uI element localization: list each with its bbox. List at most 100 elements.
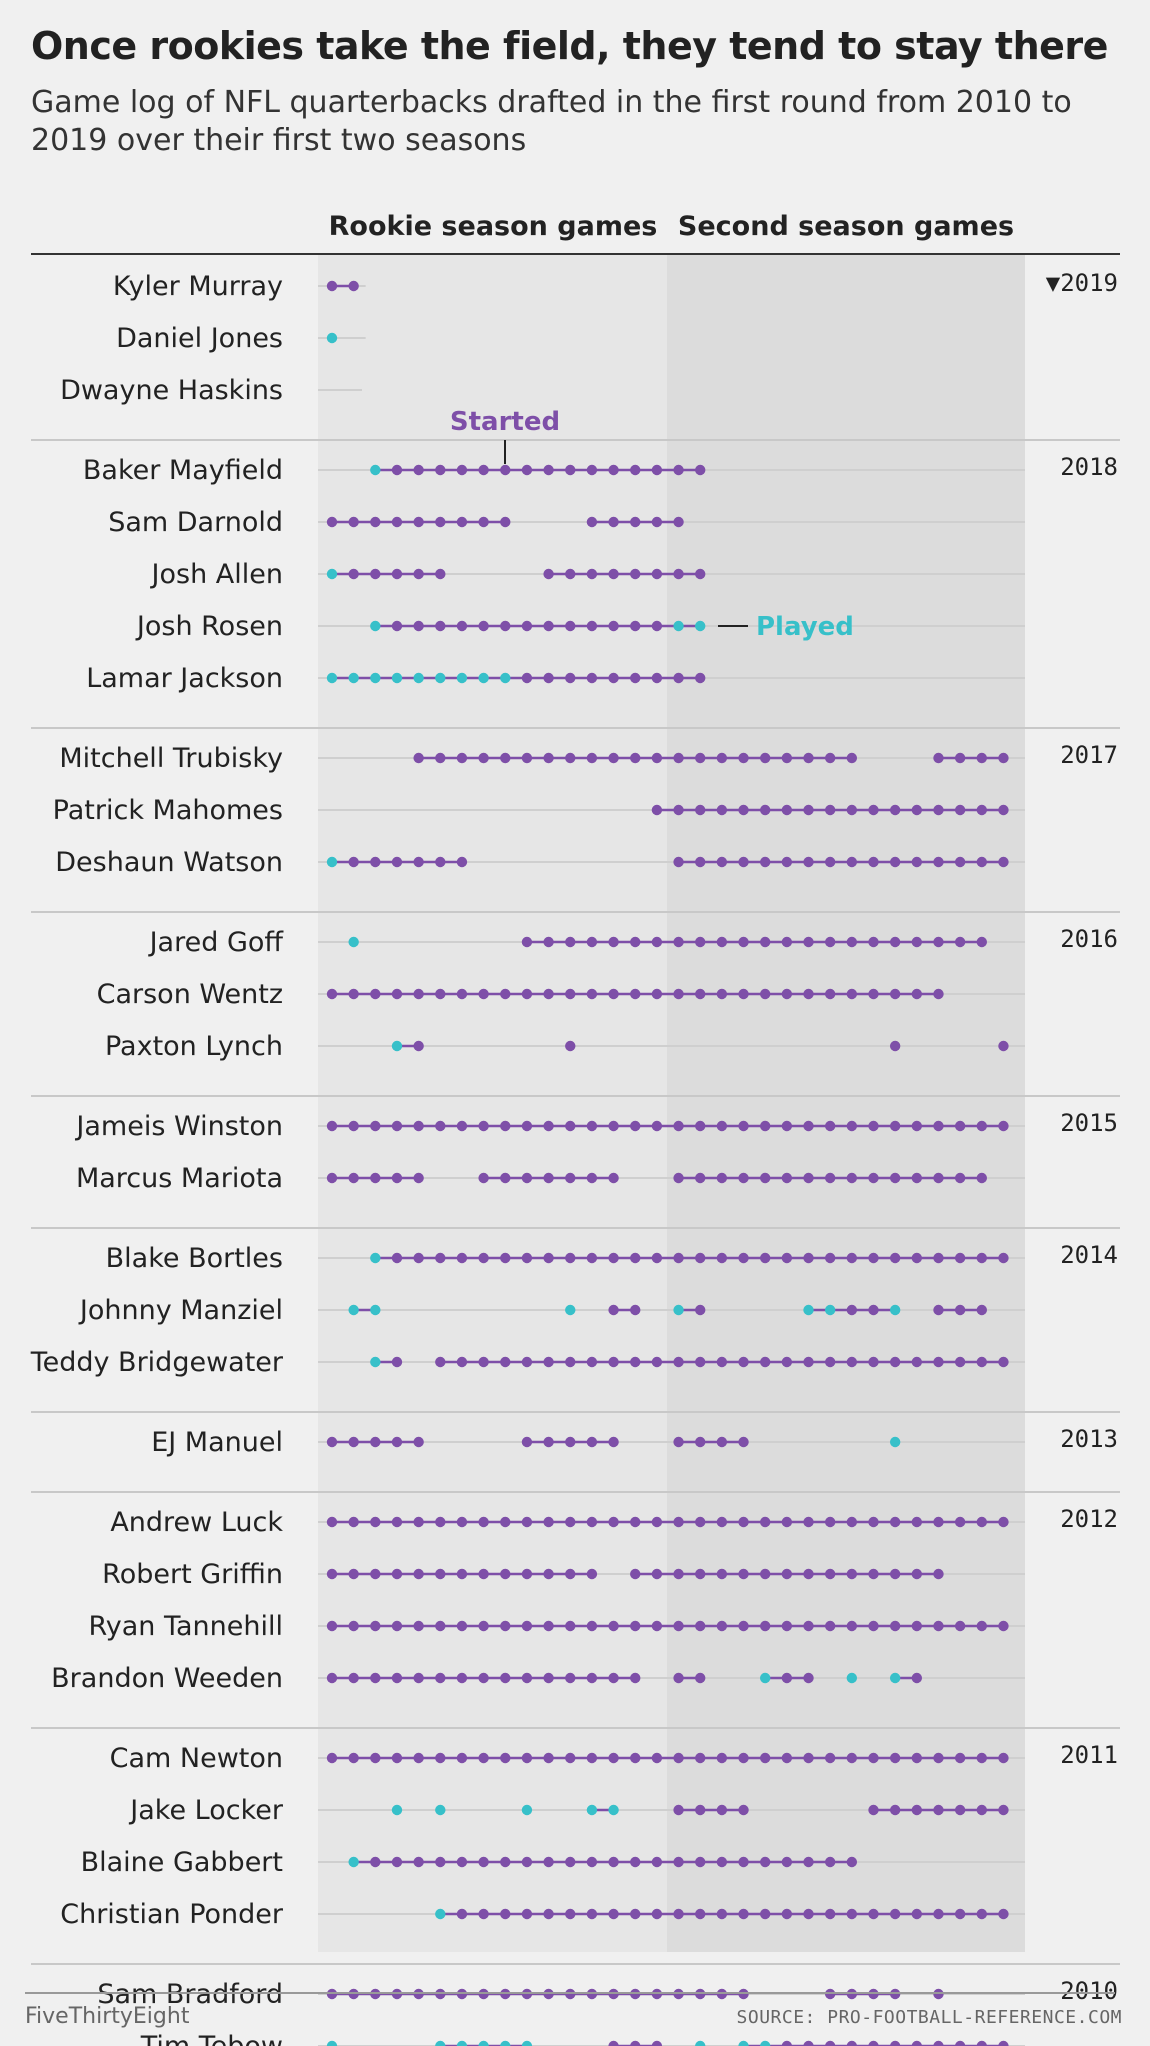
game-started-dot — [911, 988, 923, 1000]
game-started-dot — [521, 1568, 533, 1580]
game-started-dot — [651, 752, 663, 764]
game-played-dot — [348, 1304, 359, 1316]
game-started-dot — [391, 1988, 403, 2000]
rookie-season-bg — [318, 254, 667, 1952]
game-started-dot — [738, 1120, 749, 1132]
game-played-dot — [435, 2040, 446, 2046]
game-started-dot — [695, 464, 706, 476]
game-started-dot — [586, 1856, 598, 1868]
game-started-dot — [781, 936, 793, 948]
game-started-dot — [413, 516, 424, 528]
game-started-dot — [521, 988, 533, 1000]
year-label: ▼2019 — [1046, 269, 1118, 297]
game-started-dot — [911, 1120, 923, 1132]
game-started-dot — [976, 1172, 987, 1184]
game-started-dot — [326, 1172, 338, 1184]
game-started-dot — [673, 1252, 684, 1264]
game-started-dot — [500, 1908, 511, 1920]
player-name: Mitchell Trubisky — [59, 743, 283, 774]
game-started-dot — [803, 1252, 814, 1264]
game-started-dot — [521, 1436, 533, 1448]
game-started-dot — [824, 1752, 836, 1764]
game-started-dot — [391, 1568, 403, 1580]
game-played-dot — [760, 2040, 771, 2046]
game-started-dot — [803, 1908, 814, 1920]
game-started-dot — [695, 672, 706, 684]
game-started-dot — [435, 1856, 446, 1868]
game-started-dot — [543, 1988, 554, 2000]
game-started-dot — [478, 1568, 489, 1580]
game-started-dot — [630, 1568, 641, 1580]
game-started-dot — [543, 1672, 554, 1684]
game-started-dot — [326, 1436, 338, 1448]
game-started-dot — [803, 1672, 814, 1684]
game-started-dot — [391, 1436, 403, 1448]
game-started-dot — [348, 280, 359, 292]
game-started-dot — [630, 936, 641, 948]
game-started-dot — [673, 1672, 684, 1684]
game-started-dot — [500, 1752, 511, 1764]
game-started-dot — [521, 672, 533, 684]
game-started-dot — [651, 1856, 663, 1868]
game-started-dot — [911, 1252, 923, 1264]
game-started-dot — [716, 988, 728, 1000]
game-started-dot — [738, 1172, 749, 1184]
game-started-dot — [413, 464, 424, 476]
game-started-dot — [933, 752, 944, 764]
game-started-dot — [370, 1672, 381, 1684]
game-started-dot — [608, 1752, 619, 1764]
game-started-dot — [824, 2040, 836, 2046]
player-name: Patrick Mahomes — [53, 795, 283, 826]
game-started-dot — [500, 464, 511, 476]
game-started-dot — [651, 1908, 663, 1920]
game-started-dot — [868, 1172, 879, 1184]
game-started-dot — [673, 464, 684, 476]
game-started-dot — [673, 1568, 684, 1580]
game-started-dot — [348, 1752, 359, 1764]
game-started-dot — [348, 1988, 359, 2000]
game-started-dot — [738, 1568, 749, 1580]
game-started-dot — [824, 1356, 836, 1368]
game-started-dot — [630, 464, 641, 476]
game-started-dot — [630, 1856, 641, 1868]
game-started-dot — [998, 752, 1009, 764]
game-started-dot — [695, 1436, 706, 1448]
game-played-dot — [413, 672, 424, 684]
game-started-dot — [716, 804, 728, 816]
game-started-dot — [846, 804, 858, 816]
game-started-dot — [391, 1752, 403, 1764]
game-started-dot — [954, 1908, 966, 1920]
game-started-dot — [695, 1620, 706, 1632]
game-started-dot — [586, 1988, 598, 2000]
game-started-dot — [478, 1356, 489, 1368]
game-played-dot — [456, 2040, 468, 2046]
game-started-dot — [565, 936, 576, 948]
game-started-dot — [565, 568, 576, 580]
game-started-dot — [326, 280, 338, 292]
game-started-dot — [781, 752, 793, 764]
game-started-dot — [456, 1120, 468, 1132]
game-played-dot — [391, 1040, 403, 1052]
game-played-dot — [521, 1804, 533, 1816]
started-annotation: Started — [450, 407, 560, 437]
game-started-dot — [608, 672, 619, 684]
game-started-dot — [889, 1516, 901, 1528]
game-played-dot — [824, 1304, 836, 1316]
game-played-dot — [370, 672, 381, 684]
game-started-dot — [586, 620, 598, 632]
game-started-dot — [456, 1856, 468, 1868]
game-started-dot — [803, 1356, 814, 1368]
game-started-dot — [651, 1252, 663, 1264]
game-started-dot — [911, 1172, 923, 1184]
game-started-dot — [889, 1620, 901, 1632]
game-started-dot — [911, 1568, 923, 1580]
game-started-dot — [586, 988, 598, 1000]
game-started-dot — [933, 1516, 944, 1528]
game-played-dot — [370, 1356, 381, 1368]
game-started-dot — [435, 752, 446, 764]
game-started-dot — [803, 1856, 814, 1868]
game-started-dot — [933, 1804, 944, 1816]
game-started-dot — [803, 1172, 814, 1184]
game-started-dot — [695, 1568, 706, 1580]
game-started-dot — [348, 1672, 359, 1684]
